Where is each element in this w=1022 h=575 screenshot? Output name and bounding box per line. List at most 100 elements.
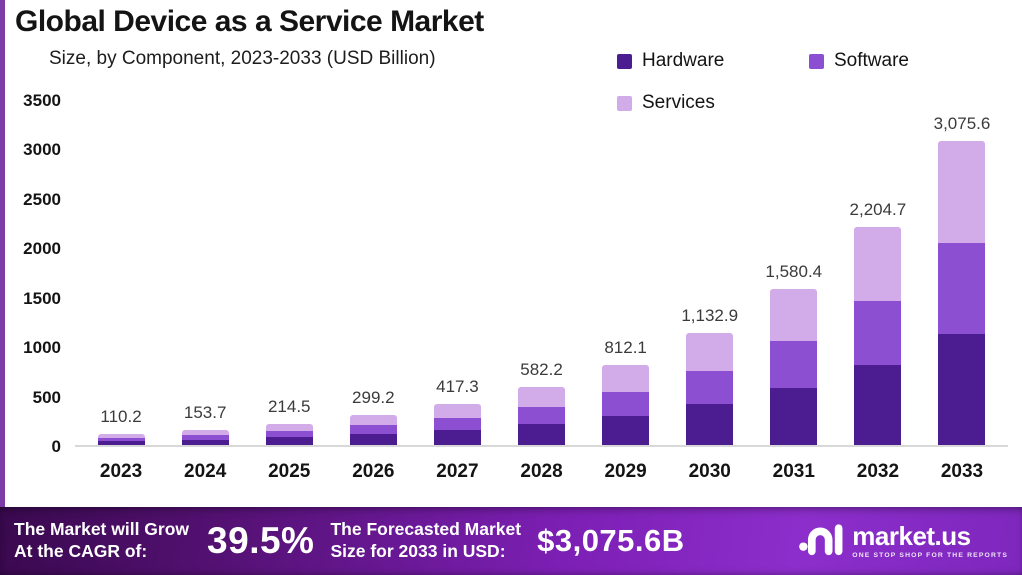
bar-segment-services xyxy=(602,364,650,392)
bar-total-label: 2,204.7 xyxy=(849,200,907,220)
bar-total-label: 299.2 xyxy=(352,388,395,408)
chart-section: Global Device as a Service Market Size, … xyxy=(0,0,1008,507)
legend-label: Hardware xyxy=(642,50,725,71)
forecast-label-line2: Size for 2033 in USD: xyxy=(330,541,506,561)
bar-segment-software xyxy=(938,243,986,334)
x-label-2031: 2031 xyxy=(772,461,815,482)
bar-group-2028: 582.2 xyxy=(499,101,583,445)
forecast-label: The Forecasted Market Size for 2033 in U… xyxy=(330,519,521,563)
y-tick-2500: 2500 xyxy=(23,189,61,209)
bar-group-2025: 214.5 xyxy=(247,101,331,445)
bar-segment-software xyxy=(686,370,734,405)
bars-row: 110.2 153.7 214.5 299.2 417.3 582.2 812.1 1,132… xyxy=(75,101,1008,445)
page-title: Global Device as a Service Market xyxy=(15,5,484,38)
bar-2031 xyxy=(770,288,818,445)
bar-2033 xyxy=(938,140,986,445)
chart-subtitle: Size, by Component, 2023-2033 (USD Billi… xyxy=(49,48,436,69)
forecast-value: $3,075.6B xyxy=(537,523,685,558)
cagr-label-line1: The Market will Grow xyxy=(14,519,190,540)
bar-group-2031: 1,580.4 xyxy=(752,101,836,445)
cagr-label-line2: At the CAGR of: xyxy=(14,541,148,561)
bar-segment-hardware xyxy=(938,334,986,445)
bar-2030 xyxy=(686,333,734,445)
brand-tagline: ONE STOP SHOP FOR THE REPORTS xyxy=(852,552,1008,559)
legend-item-services: Services xyxy=(617,92,809,114)
x-label-2032: 2032 xyxy=(856,461,900,482)
bar-total-label: 1,580.4 xyxy=(765,261,823,281)
bar-group-2032: 2,204.7 xyxy=(836,101,920,445)
footer-banner: The Market will Grow At the CAGR of: 39.… xyxy=(0,507,1022,575)
bar-segment-services xyxy=(770,288,818,342)
bar-segment-services xyxy=(265,423,313,432)
bar-segment-hardware xyxy=(770,388,818,445)
brand-text: market.us ONE STOP SHOP FOR THE REPORTS xyxy=(852,523,1008,559)
x-label-2030: 2030 xyxy=(688,461,731,482)
bar-group-2027: 417.3 xyxy=(415,101,499,445)
bar-segment-services xyxy=(349,415,397,426)
legend-label: Software xyxy=(834,50,909,71)
x-axis-labels: 2023 2024 2025 2026 2027 2028 2029 2030 2031 2032… xyxy=(75,461,1008,483)
legend-item-software: Software xyxy=(809,50,909,72)
bar-segment-hardware xyxy=(518,424,566,445)
legend: Hardware Software Services xyxy=(617,50,909,114)
x-label-2033: 2033 xyxy=(940,461,984,482)
bar-segment-hardware xyxy=(602,415,650,445)
y-tick-1000: 1000 xyxy=(23,338,61,358)
y-tick-0: 0 xyxy=(51,437,61,456)
bar-segment-software xyxy=(97,437,145,441)
bar-total-label: 1,132.9 xyxy=(681,306,739,326)
bar-segment-services xyxy=(938,140,986,244)
legend-swatch-hardware xyxy=(617,53,632,69)
bar-total-label: 3,075.6 xyxy=(933,113,991,133)
legend-swatch-software xyxy=(809,53,824,69)
bar-segment-hardware xyxy=(854,365,902,445)
legend-swatch-services xyxy=(617,95,632,111)
x-label-2026: 2026 xyxy=(352,461,395,482)
bar-segment-hardware xyxy=(181,439,229,445)
bar-segment-services xyxy=(854,227,902,301)
bar-segment-software xyxy=(265,431,313,438)
bar-group-2023: 110.2 xyxy=(79,101,163,445)
bar-segment-software xyxy=(770,341,818,388)
bar-segment-software xyxy=(433,417,481,430)
bar-group-2029: 812.1 xyxy=(584,101,668,445)
brand-name: market.us xyxy=(852,521,971,551)
cagr-value: 39.5% xyxy=(207,520,315,561)
cagr-label: The Market will Grow At the CAGR of: xyxy=(14,519,189,563)
bar-group-2024: 153.7 xyxy=(163,101,247,445)
y-tick-3000: 3000 xyxy=(23,140,61,160)
bar-segment-software xyxy=(181,435,229,440)
bar-total-label: 812.1 xyxy=(604,337,647,357)
bar-segment-services xyxy=(181,429,229,435)
bar-group-2030: 1,132.9 xyxy=(668,101,752,445)
bar-segment-software xyxy=(349,425,397,435)
bar-segment-software xyxy=(602,391,650,416)
legend-item-hardware: Hardware xyxy=(617,50,809,72)
bar-segment-hardware xyxy=(686,404,734,445)
y-axis: 0 500 1000 1500 2000 2500 3000 3500 xyxy=(5,92,61,456)
bar-group-2026: 299.2 xyxy=(331,101,415,445)
x-label-2029: 2029 xyxy=(604,461,647,482)
brand: market.us ONE STOP SHOP FOR THE REPORTS xyxy=(798,521,1008,562)
bar-total-label: 214.5 xyxy=(267,396,311,416)
bar-2027 xyxy=(433,403,481,445)
x-label-2024: 2024 xyxy=(184,461,227,482)
y-tick-3500: 3500 xyxy=(23,91,61,110)
bar-group-2033: 3,075.6 xyxy=(920,101,1004,445)
bar-total-label: 110.2 xyxy=(100,407,142,427)
x-label-2027: 2027 xyxy=(436,461,479,482)
bar-2026 xyxy=(349,415,397,445)
bar-2023 xyxy=(97,434,145,445)
x-label-2023: 2023 xyxy=(99,461,143,482)
bar-2028 xyxy=(518,387,566,445)
bar-segment-software xyxy=(518,406,566,424)
forecast-label-line1: The Forecasted Market xyxy=(330,519,522,540)
y-tick-500: 500 xyxy=(32,387,61,407)
y-tick-1500: 1500 xyxy=(23,288,61,308)
legend-label: Services xyxy=(642,92,715,113)
bar-segment-services xyxy=(433,403,481,418)
market-us-logo-icon xyxy=(798,521,844,562)
y-tick-2000: 2000 xyxy=(23,239,61,259)
bar-2032 xyxy=(854,227,902,445)
